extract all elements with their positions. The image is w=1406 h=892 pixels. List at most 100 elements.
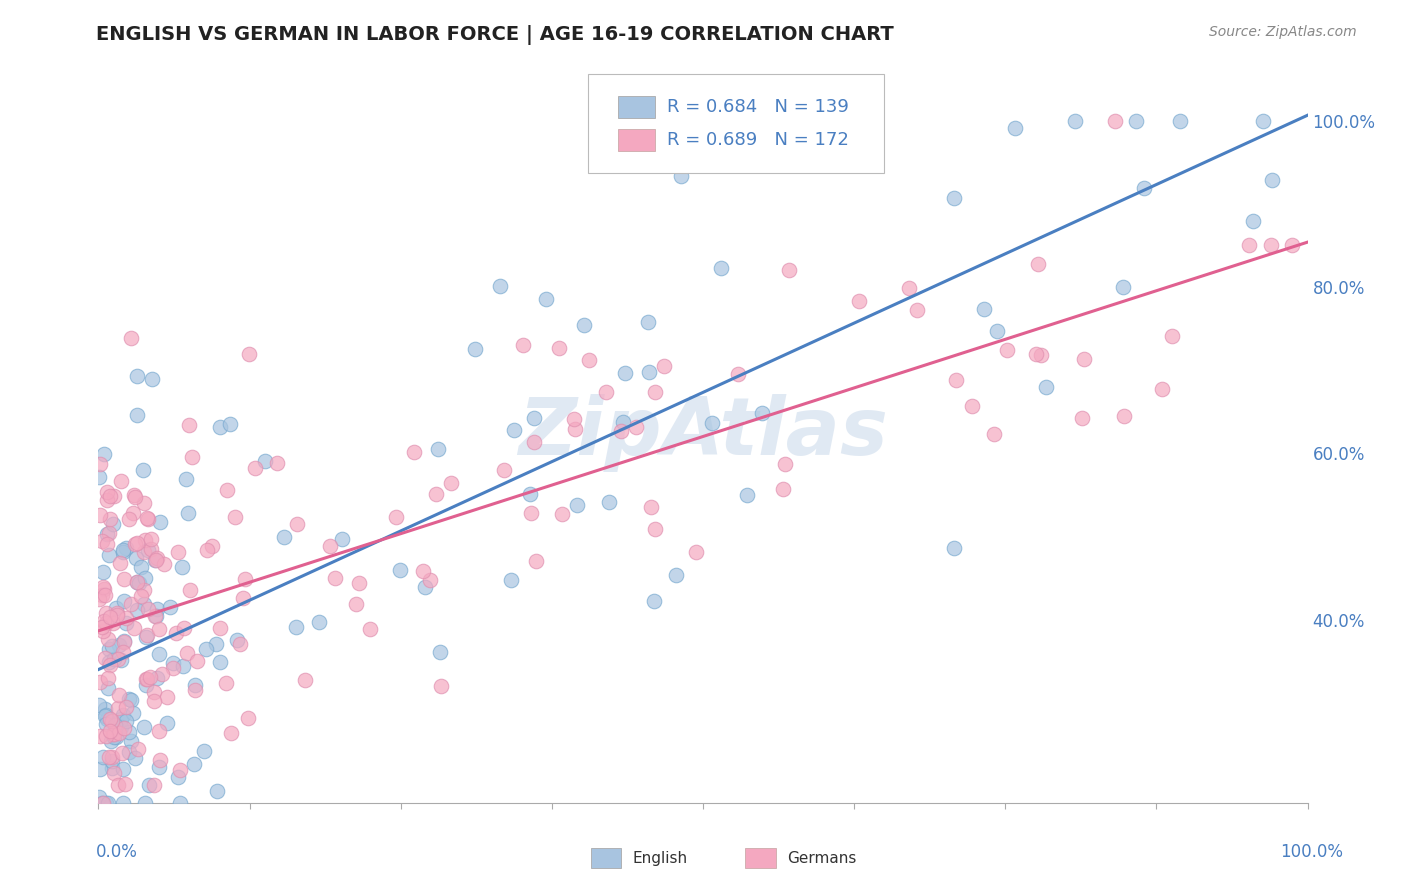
- Point: [1031, 348, 1053, 362]
- Point: [115, 541, 138, 556]
- Point: [217, 483, 239, 498]
- Point: [413, 580, 436, 594]
- Point: [94, 709, 117, 723]
- Point: [112, 762, 135, 776]
- Point: [127, 574, 149, 589]
- Point: [1112, 280, 1135, 294]
- Point: [1064, 113, 1087, 128]
- Text: ZipAtlas: ZipAtlas: [517, 393, 889, 472]
- Point: [221, 725, 243, 739]
- Text: 0.0%: 0.0%: [96, 843, 138, 861]
- Point: [142, 685, 165, 699]
- Point: [1114, 409, 1136, 423]
- Point: [344, 597, 367, 611]
- Point: [134, 533, 156, 548]
- Point: [644, 384, 666, 399]
- Point: [523, 410, 546, 425]
- Point: [129, 590, 152, 604]
- Point: [94, 588, 117, 602]
- Point: [285, 620, 308, 634]
- Point: [294, 673, 316, 688]
- Point: [266, 456, 288, 470]
- Point: [439, 476, 461, 491]
- Point: [121, 506, 143, 520]
- Point: [425, 487, 447, 501]
- Point: [104, 730, 127, 744]
- Point: [112, 722, 135, 736]
- Point: [97, 681, 120, 695]
- Point: [1281, 238, 1303, 252]
- Point: [135, 673, 157, 687]
- Point: [118, 512, 141, 526]
- Point: [89, 675, 111, 690]
- Point: [103, 730, 125, 744]
- Point: [218, 417, 240, 431]
- Point: [141, 532, 163, 546]
- Point: [93, 614, 115, 628]
- Point: [103, 489, 125, 503]
- Point: [162, 656, 184, 670]
- FancyBboxPatch shape: [588, 73, 884, 173]
- Point: [1239, 238, 1261, 252]
- Point: [138, 778, 160, 792]
- Point: [112, 635, 135, 649]
- Point: [98, 490, 121, 504]
- Point: [652, 359, 675, 373]
- Point: [179, 583, 201, 598]
- Point: [174, 472, 197, 486]
- Point: [669, 169, 692, 184]
- Point: [205, 637, 228, 651]
- Point: [402, 444, 425, 458]
- Text: R = 0.689   N = 172: R = 0.689 N = 172: [666, 131, 849, 149]
- Point: [114, 777, 136, 791]
- Point: [98, 655, 121, 669]
- Point: [110, 712, 132, 726]
- Point: [1025, 347, 1047, 361]
- Point: [233, 572, 256, 586]
- Point: [136, 672, 159, 686]
- Point: [427, 442, 450, 456]
- Point: [710, 261, 733, 276]
- Point: [997, 343, 1019, 357]
- Point: [132, 496, 155, 510]
- Point: [125, 535, 148, 549]
- Point: [308, 615, 330, 630]
- Point: [101, 750, 124, 764]
- Point: [94, 702, 117, 716]
- Point: [103, 726, 125, 740]
- Point: [700, 416, 723, 430]
- Point: [208, 621, 231, 635]
- Point: [208, 655, 231, 669]
- Point: [98, 723, 121, 738]
- Point: [89, 698, 111, 712]
- Point: [114, 616, 136, 631]
- Point: [1073, 351, 1095, 366]
- Point: [464, 342, 486, 356]
- Point: [91, 749, 114, 764]
- Point: [110, 474, 132, 488]
- Point: [93, 582, 115, 596]
- Point: [323, 571, 346, 585]
- Point: [97, 642, 120, 657]
- Point: [897, 281, 920, 295]
- Point: [132, 545, 155, 559]
- Point: [96, 537, 118, 551]
- Point: [501, 574, 523, 588]
- Point: [612, 415, 634, 429]
- Point: [852, 113, 875, 128]
- Point: [177, 506, 200, 520]
- Point: [1104, 113, 1126, 128]
- Point: [94, 616, 117, 631]
- Point: [103, 615, 125, 630]
- Point: [215, 676, 238, 690]
- Point: [89, 762, 111, 776]
- Point: [121, 706, 143, 720]
- Point: [101, 761, 124, 775]
- Point: [101, 727, 124, 741]
- Point: [319, 539, 342, 553]
- Point: [118, 724, 141, 739]
- Point: [183, 757, 205, 772]
- Point: [727, 367, 749, 381]
- Point: [124, 537, 146, 551]
- Point: [93, 447, 115, 461]
